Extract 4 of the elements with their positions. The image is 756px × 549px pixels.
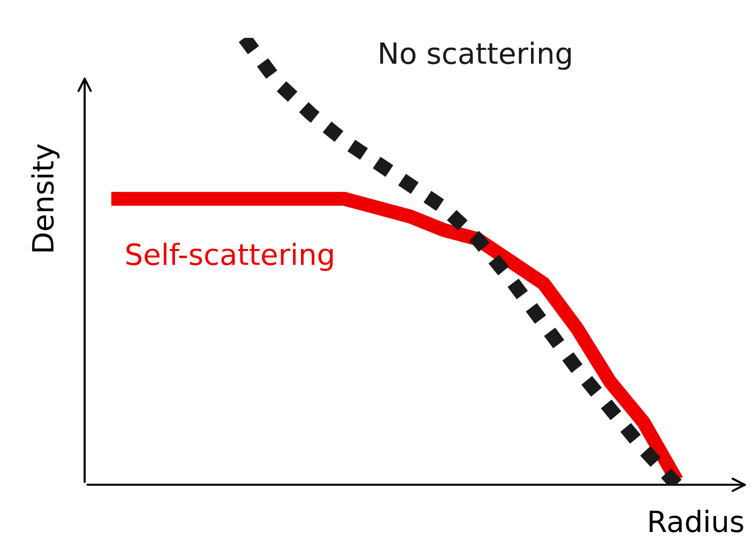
x-axis-title: Radius xyxy=(650,510,744,532)
series-label: Self-scattering xyxy=(126,242,333,271)
text: No scattering xyxy=(380,42,571,70)
y-axis-title: Density xyxy=(31,144,60,252)
